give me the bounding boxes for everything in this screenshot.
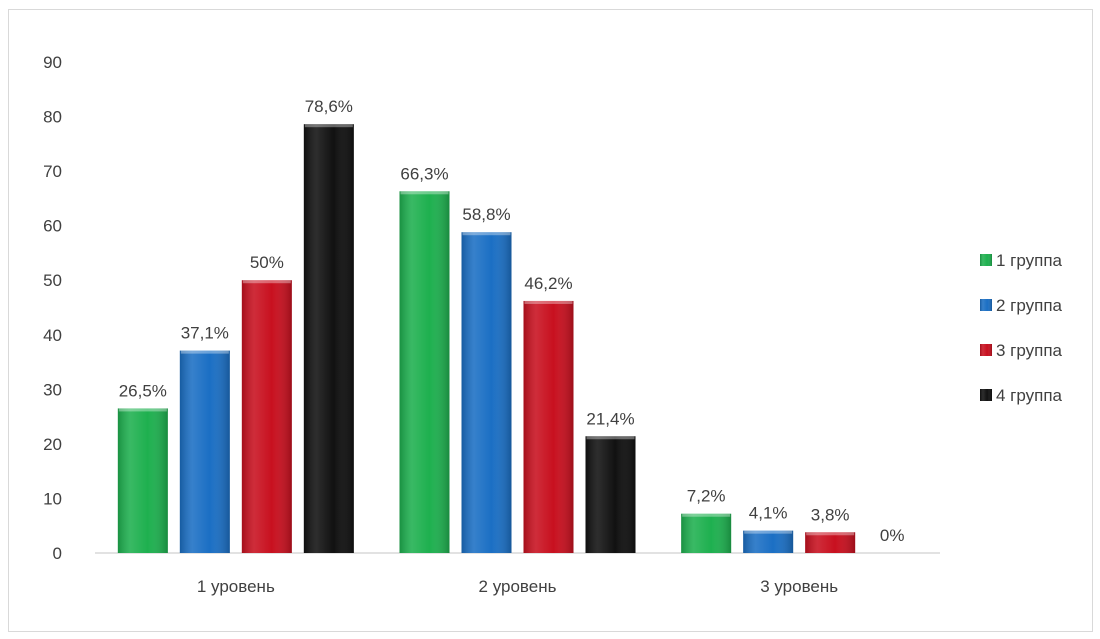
bar-top-bevel xyxy=(806,532,855,536)
legend-swatch-shine xyxy=(980,389,992,401)
bar-shine xyxy=(179,350,230,553)
bar-top-bevel xyxy=(304,124,353,128)
bar-shine xyxy=(117,408,168,553)
legend-label: 1 группа xyxy=(996,251,1063,270)
bar-top-bevel xyxy=(242,280,291,284)
bar-shine xyxy=(743,530,794,553)
bar-shine xyxy=(585,436,636,553)
bar-shine xyxy=(399,191,450,553)
legend-swatch-shine xyxy=(980,344,992,356)
y-tick-label: 40 xyxy=(43,326,62,345)
y-tick-label: 80 xyxy=(43,108,62,127)
bar-top-bevel xyxy=(524,300,573,304)
y-tick-label: 60 xyxy=(43,217,62,236)
y-tick-label: 0 xyxy=(53,544,62,563)
data-label: 0% xyxy=(880,526,905,545)
bar-shine xyxy=(303,124,354,554)
bar-top-bevel xyxy=(400,191,449,195)
x-category-label: 2 уровень xyxy=(479,577,557,596)
data-label: 66,3% xyxy=(400,164,448,183)
bar-top-bevel xyxy=(586,436,635,440)
data-label: 37,1% xyxy=(181,324,229,343)
bar-shine xyxy=(241,280,292,553)
legend-label: 4 группа xyxy=(996,386,1063,405)
bar-top-bevel xyxy=(682,513,731,517)
legend-swatch-shine xyxy=(980,254,992,266)
y-tick-label: 10 xyxy=(43,489,62,508)
bar-top-bevel xyxy=(744,530,793,534)
y-tick-label: 50 xyxy=(43,271,62,290)
data-label: 46,2% xyxy=(524,274,572,293)
data-label: 26,5% xyxy=(119,381,167,400)
y-tick-label: 90 xyxy=(43,53,62,72)
bar-shine xyxy=(805,532,856,553)
bar-top-bevel xyxy=(462,232,511,236)
y-tick-label: 70 xyxy=(43,162,62,181)
data-label: 7,2% xyxy=(687,487,726,506)
x-category-label: 1 уровень xyxy=(197,577,275,596)
data-label: 50% xyxy=(250,253,284,272)
bar-shine xyxy=(681,513,732,553)
data-label: 4,1% xyxy=(749,504,788,523)
bar-shine xyxy=(523,300,574,553)
y-tick-label: 20 xyxy=(43,435,62,454)
x-category-label: 3 уровень xyxy=(760,577,838,596)
bar-top-bevel xyxy=(118,408,167,412)
data-label: 58,8% xyxy=(462,205,510,224)
y-tick-label: 30 xyxy=(43,380,62,399)
data-label: 21,4% xyxy=(586,409,634,428)
data-label: 3,8% xyxy=(811,505,850,524)
legend-label: 3 группа xyxy=(996,341,1063,360)
legend-swatch-shine xyxy=(980,299,992,311)
bar-shine xyxy=(461,232,512,554)
legend-label: 2 группа xyxy=(996,296,1063,315)
data-label: 78,6% xyxy=(305,97,353,116)
bar-top-bevel xyxy=(180,350,229,354)
